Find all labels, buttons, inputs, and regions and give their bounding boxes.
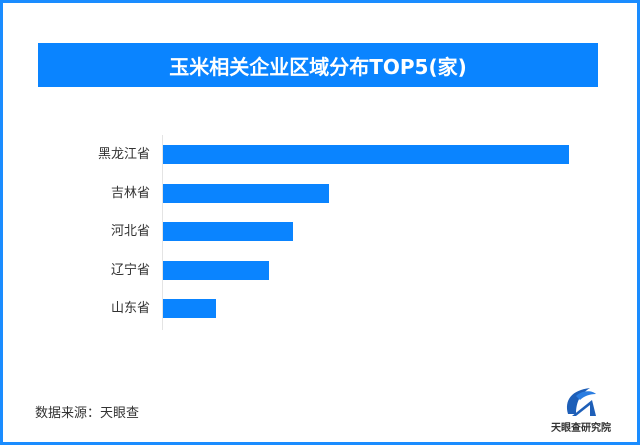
data-source: 数据来源：天眼查: [35, 406, 140, 421]
bar: [163, 184, 329, 203]
category-label: 黑龙江省: [97, 147, 150, 162]
y-axis-line: [162, 135, 163, 330]
bar: [163, 261, 269, 280]
bar: [163, 145, 569, 164]
bar: [163, 299, 216, 318]
tianyancha-logo: 天眼查研究院: [546, 386, 616, 436]
category-label: 山东省: [110, 301, 150, 316]
category-label: 辽宁省: [110, 263, 150, 278]
bar: [163, 222, 293, 241]
logo-icon: [566, 388, 596, 416]
category-label: 河北省: [110, 224, 150, 239]
logo-text: 天眼查研究院: [551, 423, 611, 434]
chart-title-text: 玉米相关企业区域分布TOP5(家): [169, 54, 467, 79]
category-label: 吉林省: [110, 186, 150, 201]
chart-title: 玉米相关企业区域分布TOP5(家): [38, 43, 598, 87]
